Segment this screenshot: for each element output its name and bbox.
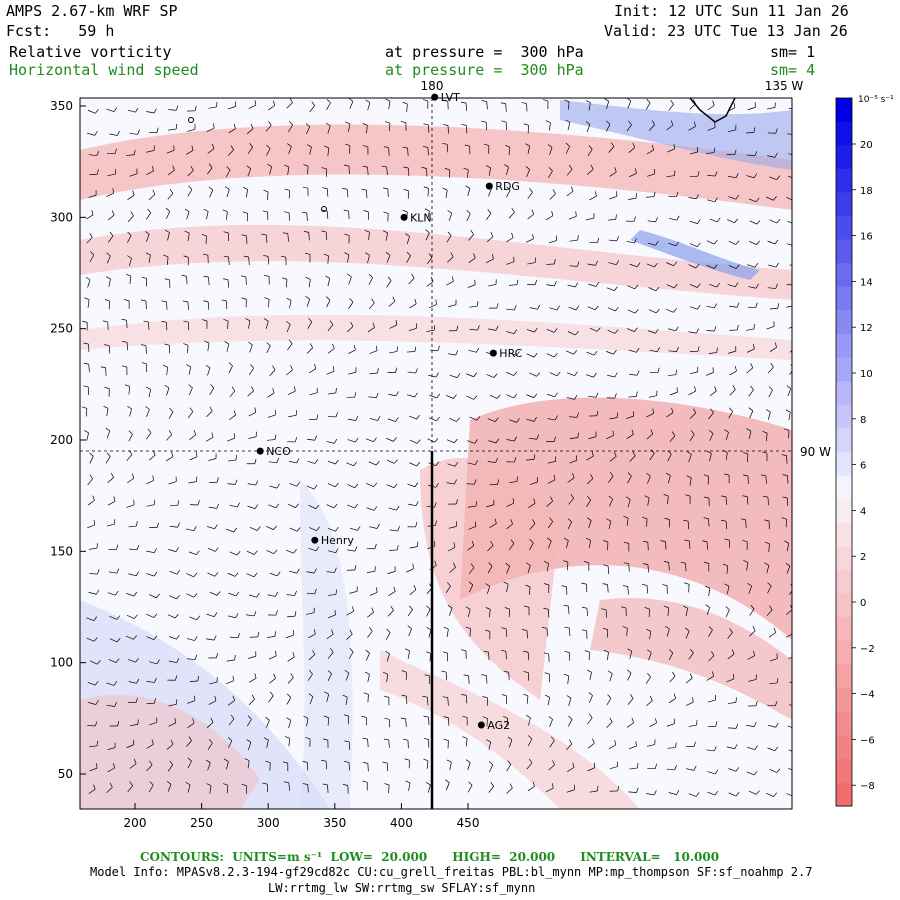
station-marker <box>485 182 493 190</box>
station-marker <box>431 93 439 101</box>
colorbar-swatch <box>836 522 852 547</box>
x-tick-label: 450 <box>457 816 480 830</box>
colorbar-swatch <box>836 357 852 382</box>
station-marker <box>489 349 497 357</box>
colorbar-label: −2 <box>860 644 875 655</box>
model-info-physics: LW:rrtmg_lw SW:rrtmg_sw SFLAY:sf_mynn <box>268 881 536 895</box>
wind-barbs <box>82 98 792 797</box>
y-tick-label: 50 <box>58 767 73 781</box>
colorbar-swatch <box>836 192 852 217</box>
station-label: NCO <box>266 445 291 458</box>
y-tick-label: 300 <box>50 210 73 224</box>
colorbar-swatch <box>836 782 852 807</box>
colorbar-swatch <box>836 239 852 264</box>
colorbar-label: 8 <box>860 415 866 426</box>
station-marker <box>311 536 319 544</box>
meridian-135w-label: 135 W <box>765 79 804 93</box>
colorbar-swatch <box>836 735 852 760</box>
y-tick-label: 200 <box>50 433 73 447</box>
station-label: Henry <box>321 534 355 547</box>
forecast-hour: Fcst: 59 h <box>6 22 115 40</box>
y-tick-label: 150 <box>50 544 73 558</box>
contours-info: CONTOURS: UNITS=m s⁻¹ LOW= 20.000 HIGH= … <box>140 850 720 864</box>
colorbar-label: 14 <box>860 277 873 288</box>
meridian-90w-label: 90 W <box>800 445 831 459</box>
colorbar-swatch <box>836 593 852 618</box>
station-label: HRC <box>499 347 522 360</box>
y-tick-label: 350 <box>50 99 73 113</box>
colorbar-swatch <box>836 570 852 595</box>
colorbar-swatch <box>836 428 852 453</box>
init-time: Init: 12 UTC Sun 11 Jan 26 <box>614 2 849 20</box>
field1-level: at pressure = 300 hPa <box>385 43 584 61</box>
y-tick-label: 250 <box>50 322 73 336</box>
colorbar-label: 10 <box>860 369 873 380</box>
x-tick-label: 300 <box>257 816 280 830</box>
x-tick-label: 350 <box>323 816 346 830</box>
colorbar-swatch <box>836 688 852 713</box>
valid-time: Valid: 23 UTC Tue 13 Jan 26 <box>604 22 848 40</box>
colorbar-swatch <box>836 381 852 406</box>
colorbar-swatch <box>836 452 852 477</box>
field2-smoothing: sm= 4 <box>770 61 816 79</box>
colorbar-label: −4 <box>860 690 875 701</box>
colorbar-unit: 10⁻⁵ s⁻¹ <box>858 95 894 105</box>
colorbar-swatch <box>836 664 852 689</box>
colorbar-label: 20 <box>860 140 873 151</box>
station-marker <box>256 447 264 455</box>
colorbar-swatch <box>836 145 852 170</box>
x-tick-label: 200 <box>124 816 147 830</box>
field1-smoothing: sm= 1 <box>770 43 816 61</box>
colorbar-swatch <box>836 121 852 146</box>
colorbar-swatch <box>836 640 852 665</box>
colorbar-swatch <box>836 263 852 288</box>
station-label: AG2 <box>487 719 510 732</box>
model-title: AMPS 2.67-km WRF SP <box>6 2 178 20</box>
station-marker <box>477 721 485 729</box>
colorbar-swatch <box>836 475 852 500</box>
colorbar-label: 16 <box>860 232 873 243</box>
field2-name: Horizontal wind speed <box>9 61 199 79</box>
colorbar-label: 6 <box>860 461 866 472</box>
x-tick-label: 250 <box>190 816 213 830</box>
station-marker <box>400 213 408 221</box>
colorbar-swatch <box>836 216 852 241</box>
station-label: RDG <box>495 180 520 193</box>
colorbar-swatch <box>836 404 852 429</box>
station-label: LVT <box>441 91 460 104</box>
colorbar-swatch <box>836 334 852 359</box>
colorbar-label: 0 <box>860 598 866 609</box>
colorbar-label: −6 <box>860 735 875 746</box>
coastline <box>689 98 736 123</box>
meridian-180-label: 180 <box>421 79 444 93</box>
colorbar-swatch <box>836 286 852 311</box>
colorbar-swatch <box>836 98 852 123</box>
colorbar-swatch <box>836 499 852 524</box>
colorbar-label: 18 <box>860 186 873 197</box>
colorbar-swatch <box>836 617 852 642</box>
y-tick-label: 100 <box>50 656 73 670</box>
colorbar-swatch <box>836 711 852 736</box>
vorticity-map: 200 250 300 350 400 450 350 300 250 200 150 100 50 L… <box>50 79 831 830</box>
colorbar-swatch <box>836 310 852 335</box>
colorbar-label: 2 <box>860 552 866 563</box>
colorbar-label: 12 <box>860 323 873 334</box>
field1-name: Relative vorticity <box>9 43 172 61</box>
model-info: Model Info: MPASv8.2.3-194-gf29cd82c CU:… <box>90 865 813 879</box>
field2-level: at pressure = 300 hPa <box>385 61 584 79</box>
colorbar-swatch <box>836 168 852 193</box>
colorbar-label: −8 <box>860 781 875 792</box>
colorbar-swatch <box>836 758 852 783</box>
colorbar-label: 4 <box>860 506 866 517</box>
colorbar-swatch <box>836 546 852 571</box>
x-tick-label: 400 <box>390 816 413 830</box>
station-label: KLN <box>410 211 432 224</box>
